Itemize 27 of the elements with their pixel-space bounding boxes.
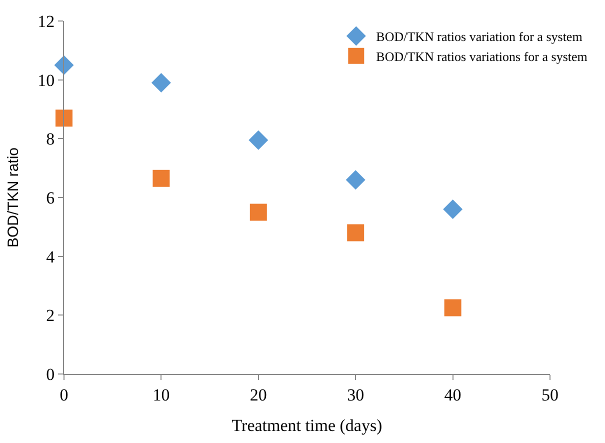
point (151, 73, 171, 93)
y-tick-label: 8 (46, 130, 55, 149)
point (347, 224, 364, 242)
point (444, 299, 462, 316)
y-tick-label: 6 (46, 188, 55, 208)
x-tick-label: 10 (152, 385, 170, 404)
y-axis-title: BOD/TKN ratio (4, 147, 22, 248)
y-tick-label: 12 (38, 12, 55, 31)
point (152, 170, 170, 187)
point (56, 110, 72, 127)
y-tick-label: 2 (46, 306, 55, 326)
point (248, 130, 268, 150)
x-tick-label: 20 (250, 385, 267, 404)
x-axis-title: Treatment time (days) (232, 416, 382, 435)
point (250, 204, 267, 221)
point (54, 55, 74, 75)
y-tick-label: 4 (46, 247, 56, 266)
legend-label: BOD/TKN ratios variations for a system (376, 48, 588, 64)
x-tick-label: 40 (444, 385, 462, 404)
x-tick-label: 30 (347, 385, 364, 404)
legend-label: BOD/TKN ratios variation for a system (376, 29, 582, 44)
y-tick-label: 0 (46, 364, 55, 384)
point (443, 200, 463, 220)
x-tick-label: 0 (60, 385, 68, 404)
y-tick-label: 10 (38, 70, 55, 90)
point (346, 170, 366, 190)
x-tick-label: 50 (542, 385, 558, 404)
